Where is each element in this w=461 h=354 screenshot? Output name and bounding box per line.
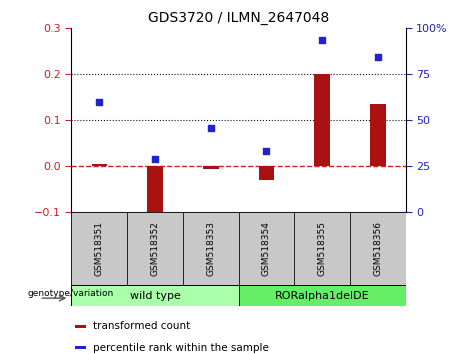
Bar [350,212,406,285]
Point [207,125,214,131]
Bar [147,166,163,222]
Bar [75,325,86,328]
Point [319,37,326,43]
Point [263,148,270,154]
Bar [294,212,350,285]
Text: percentile rank within the sample: percentile rank within the sample [93,343,269,353]
Text: RORalpha1delDE: RORalpha1delDE [275,291,369,301]
Bar [127,212,183,285]
Bar [91,164,107,166]
Text: GSM518355: GSM518355 [318,221,327,276]
Bar [203,166,219,169]
Text: transformed count: transformed count [93,321,190,331]
Bar [71,212,127,285]
Text: GSM518351: GSM518351 [95,221,104,276]
Bar [71,285,239,306]
Bar [183,212,238,285]
Bar [370,104,385,166]
Point [374,54,382,60]
Text: genotype/variation: genotype/variation [27,289,113,298]
Bar [238,285,406,306]
Point [95,99,103,105]
Text: GSM518353: GSM518353 [206,221,215,276]
Text: GSM518354: GSM518354 [262,221,271,276]
Point [151,157,159,162]
Bar [314,74,330,166]
Bar [75,346,86,349]
Bar [259,166,274,180]
Title: GDS3720 / ILMN_2647048: GDS3720 / ILMN_2647048 [148,11,329,24]
Text: GSM518356: GSM518356 [373,221,382,276]
Text: wild type: wild type [130,291,180,301]
Bar [238,212,294,285]
Text: GSM518352: GSM518352 [150,221,160,276]
